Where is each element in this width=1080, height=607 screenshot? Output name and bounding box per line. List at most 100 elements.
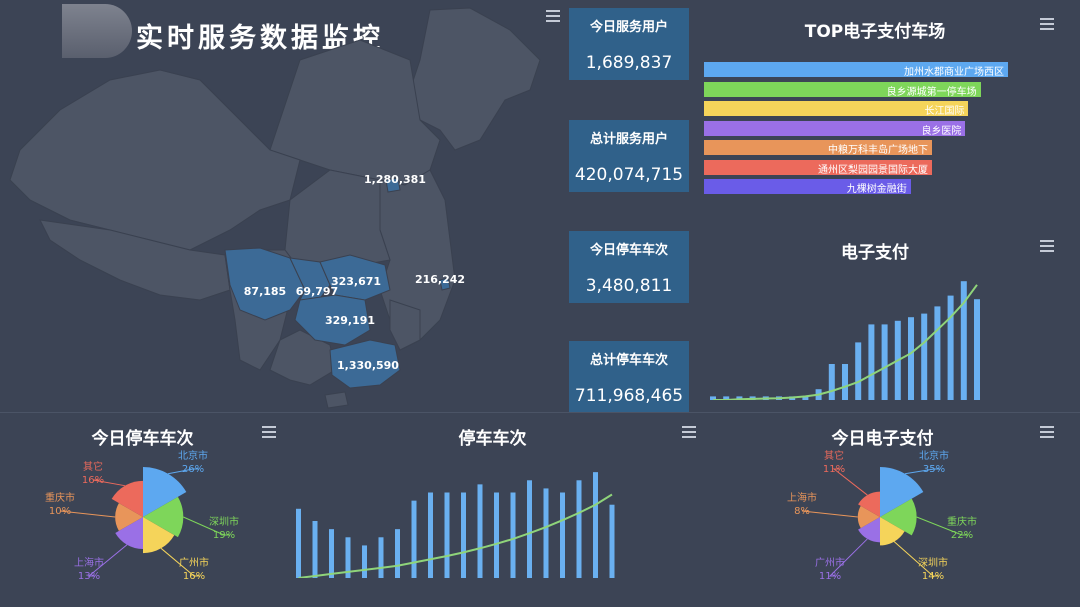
parking-chart — [296, 472, 615, 579]
pie-label-name: 北京市 — [919, 449, 949, 462]
chart-bar[interactable] — [494, 492, 499, 579]
chart-bar[interactable] — [934, 306, 941, 400]
chart-bar[interactable] — [974, 299, 980, 400]
pie-slice[interactable] — [143, 467, 187, 517]
chart-bar[interactable] — [855, 342, 862, 400]
pie-leader-line — [893, 541, 939, 577]
today-epay-pie-menu-icon[interactable] — [1040, 426, 1054, 438]
chart-bar[interactable] — [921, 313, 928, 400]
chart-bar[interactable] — [296, 508, 301, 578]
chart-bar[interactable] — [828, 364, 835, 400]
chart-bar[interactable] — [345, 537, 351, 578]
stat-label: 总计停车车次 — [589, 353, 668, 368]
pie-label-percent: 13% — [78, 571, 100, 582]
top-parking-bar[interactable]: 九棵树金融街 — [704, 179, 911, 195]
chart-bar[interactable] — [510, 492, 516, 579]
top-parking-bar[interactable]: 良乡医院 — [704, 120, 966, 137]
pie-slice[interactable] — [143, 496, 184, 538]
top-parking-bar[interactable]: 长江国际 — [704, 101, 969, 117]
top-parking-bar-label: 加州水郡商业广场西区 — [904, 67, 1004, 78]
top-parking-bar[interactable]: 加州水郡商业广场西区 — [704, 62, 1008, 78]
chart-bar[interactable] — [947, 295, 954, 400]
chart-bar[interactable] — [710, 396, 716, 400]
pie-label-name: 深圳市 — [209, 515, 239, 528]
chart-bar[interactable] — [868, 324, 875, 400]
pie-slice[interactable] — [115, 517, 143, 549]
chart-bar[interactable] — [444, 492, 450, 579]
parking-chart-menu-icon[interactable] — [682, 426, 696, 438]
chart-bar[interactable] — [527, 480, 532, 578]
chart-bar[interactable] — [576, 480, 582, 578]
china-map[interactable]: 1,280,381 87,185 69,797 323,671 216,242 … — [0, 0, 560, 412]
epay-chart-menu-icon[interactable] — [1040, 240, 1054, 252]
map-guizhou — [294, 294, 371, 346]
chart-bar[interactable] — [723, 396, 730, 400]
top-parking-bar-label: 良乡源城第一停车场 — [886, 86, 977, 98]
chart-bar[interactable] — [560, 492, 565, 579]
pie-leader-line — [87, 544, 128, 577]
pie-slice[interactable] — [880, 498, 917, 536]
logo — [62, 4, 132, 58]
chart-bar[interactable] — [395, 529, 400, 578]
chart-bar[interactable] — [477, 484, 483, 578]
stat-label: 今日停车车次 — [589, 243, 668, 258]
today-parking-pie-menu-icon[interactable] — [262, 426, 276, 438]
pie-leader-line — [183, 516, 230, 536]
pie-slice[interactable] — [858, 517, 880, 543]
pie-slice[interactable] — [111, 480, 143, 517]
top-parking-bar[interactable]: 良乡源城第一停车场 — [704, 81, 981, 98]
chart-bar[interactable] — [329, 529, 334, 578]
pie-leader-line — [904, 468, 940, 475]
chart-bar[interactable] — [593, 472, 598, 578]
pie-leader-line — [167, 468, 199, 475]
chart-trend-line — [298, 493, 613, 578]
map-menu-icon[interactable] — [546, 10, 560, 22]
chart-bar[interactable] — [881, 324, 888, 400]
pie-leader-line — [832, 468, 868, 496]
pie-label-name: 其它 — [83, 460, 103, 473]
chart-bar[interactable] — [543, 488, 549, 578]
pie-label-percent: 11% — [819, 571, 841, 582]
stat-value: 1,689,837 — [585, 53, 673, 73]
stat-value: 3,480,811 — [585, 276, 673, 296]
pie-slice[interactable] — [880, 467, 924, 517]
chart-bar[interactable] — [378, 537, 384, 578]
pie-label-name: 上海市 — [74, 556, 104, 569]
pie-label-name: 重庆市 — [45, 491, 75, 504]
pie-label-name: 广州市 — [179, 556, 209, 569]
chart-bar[interactable] — [960, 281, 967, 400]
epay-chart-title: 电子支付 — [841, 243, 909, 263]
pie-slice[interactable] — [857, 505, 880, 529]
today-parking-pie: 北京市 26% 深圳市 19% 广州市 16% 上海市 13% 重庆市 10% 其它 16% — [45, 449, 239, 582]
chart-bar[interactable] — [411, 500, 417, 578]
pie-slice[interactable] — [115, 503, 143, 531]
chart-bar[interactable] — [842, 364, 848, 400]
map-label-guangdong: 1,330,590 — [337, 359, 399, 372]
today-epay-pie: 北京市 35% 重庆市 22% 深圳市 14% 广州市 11% 上海市 8% 其它 11% — [787, 449, 977, 582]
map-hainan-region — [324, 391, 349, 409]
top-parking-bar[interactable]: 通州区梨园园景国际大厦 — [704, 159, 932, 176]
map-label-guizhou: 329,191 — [325, 314, 375, 327]
pie-label-name: 重庆市 — [947, 515, 977, 528]
chart-bar[interactable] — [461, 492, 466, 579]
chart-bar[interactable] — [802, 396, 809, 400]
chart-bar[interactable] — [312, 521, 318, 578]
chart-bar[interactable] — [609, 504, 615, 578]
today-epay-pie-title: 今日电子支付 — [831, 429, 934, 449]
chart-bar[interactable] — [362, 545, 367, 578]
map-northwest-region — [9, 69, 301, 251]
map-guangdong — [329, 339, 401, 389]
top-parking-bar[interactable]: 中粮万科丰岛广场地下 — [704, 140, 932, 156]
pie-slice[interactable] — [858, 491, 880, 517]
pie-label-percent: 11% — [823, 464, 845, 475]
pie-label-name: 北京市 — [178, 449, 208, 462]
section-divider — [0, 412, 1080, 413]
chart-bar[interactable] — [428, 492, 433, 579]
pie-leader-line — [828, 538, 868, 577]
pie-label-percent: 19% — [213, 530, 235, 541]
chart-bar[interactable] — [736, 396, 743, 400]
pie-slice[interactable] — [880, 517, 905, 546]
top-parking-menu-icon[interactable] — [1040, 18, 1054, 30]
pie-slice[interactable] — [143, 517, 175, 554]
chart-bar[interactable] — [908, 317, 914, 400]
